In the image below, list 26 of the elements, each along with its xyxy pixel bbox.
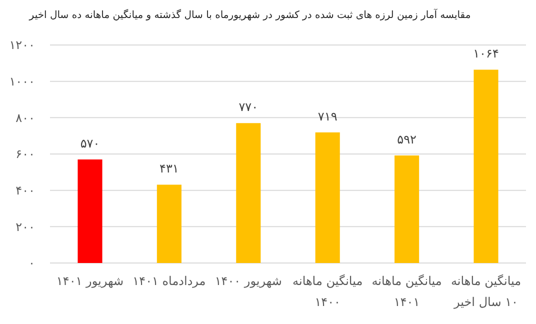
x-tick-label: میانگین ماهانه ۱۰ سال اخیر [450,274,522,309]
data-label: ۴۳۱ [160,162,179,176]
bar [78,159,102,263]
y-tick-label: ۱۲۰۰ [9,38,35,52]
y-tick-label: ۴۰۰ [16,184,35,198]
bar [394,155,420,263]
data-label: ۱۰۶۴ [473,46,499,61]
chart-title: مقایسه آمار زمین لرزه های ثبت شده در کشور در شهریورماه با سال گذشته و میانگین ماهانه ده سال اخیر [28,8,471,21]
bar [236,123,261,263]
y-tick-label: ۰ [28,256,35,270]
x-tick-label: شهریور ۱۴۰۱ [56,274,124,288]
y-tick-label: ۱۰۰۰ [9,74,35,89]
x-tick-label: میانگین ماهانه ۱۴۰۱ [372,274,442,309]
data-label: ۵۹۲ [397,132,416,146]
y-tick-label: ۲۰۰ [16,220,35,234]
bar [315,132,340,263]
y-tick-label: ۸۰۰ [16,110,35,125]
data-label: ۷۱۹ [318,109,338,124]
y-tick-label: ۶۰۰ [16,147,35,162]
bar [474,70,498,263]
x-tick-label: شهریور ۱۴۰۰ [214,274,282,288]
data-label: ۷۷۰ [238,100,258,114]
data-label: ۵۷۰ [80,136,100,150]
bar [156,184,182,263]
x-tick-label: میانگین ماهانه ۱۴۰۰ [292,274,363,309]
x-tick-label: مردادماه ۱۴۰۱ [132,274,206,288]
